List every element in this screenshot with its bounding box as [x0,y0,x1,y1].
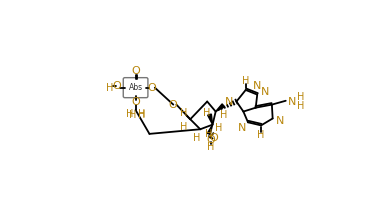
Text: O: O [113,81,122,91]
Text: H: H [221,110,228,120]
Text: O: O [168,100,177,110]
Text: N: N [224,97,233,107]
Text: O: O [131,67,140,76]
Text: O: O [147,83,156,93]
Text: H: H [242,76,249,86]
Text: H: H [126,109,133,119]
Text: N: N [253,81,262,91]
Text: H: H [298,92,305,102]
Text: N: N [276,116,284,126]
Text: H: H [180,122,188,132]
Text: O: O [210,133,219,143]
Text: H: H [205,129,212,139]
Text: N: N [288,97,296,107]
Text: H: H [180,108,188,118]
Text: H: H [106,83,113,93]
Polygon shape [208,114,212,125]
Polygon shape [216,104,224,111]
Text: H: H [129,110,136,120]
Text: H: H [298,101,305,111]
Text: H: H [138,109,146,119]
Text: H: H [194,133,201,143]
FancyBboxPatch shape [123,78,148,98]
Text: N: N [261,87,269,96]
Text: H: H [257,130,265,140]
Text: O: O [207,135,216,145]
Text: H: H [215,124,223,133]
Text: Abs: Abs [128,83,143,92]
Polygon shape [207,125,212,134]
Text: H: H [207,142,215,152]
Text: N: N [238,123,246,133]
Text: O: O [131,97,140,107]
Text: H: H [203,108,210,118]
Text: H: H [138,110,146,120]
